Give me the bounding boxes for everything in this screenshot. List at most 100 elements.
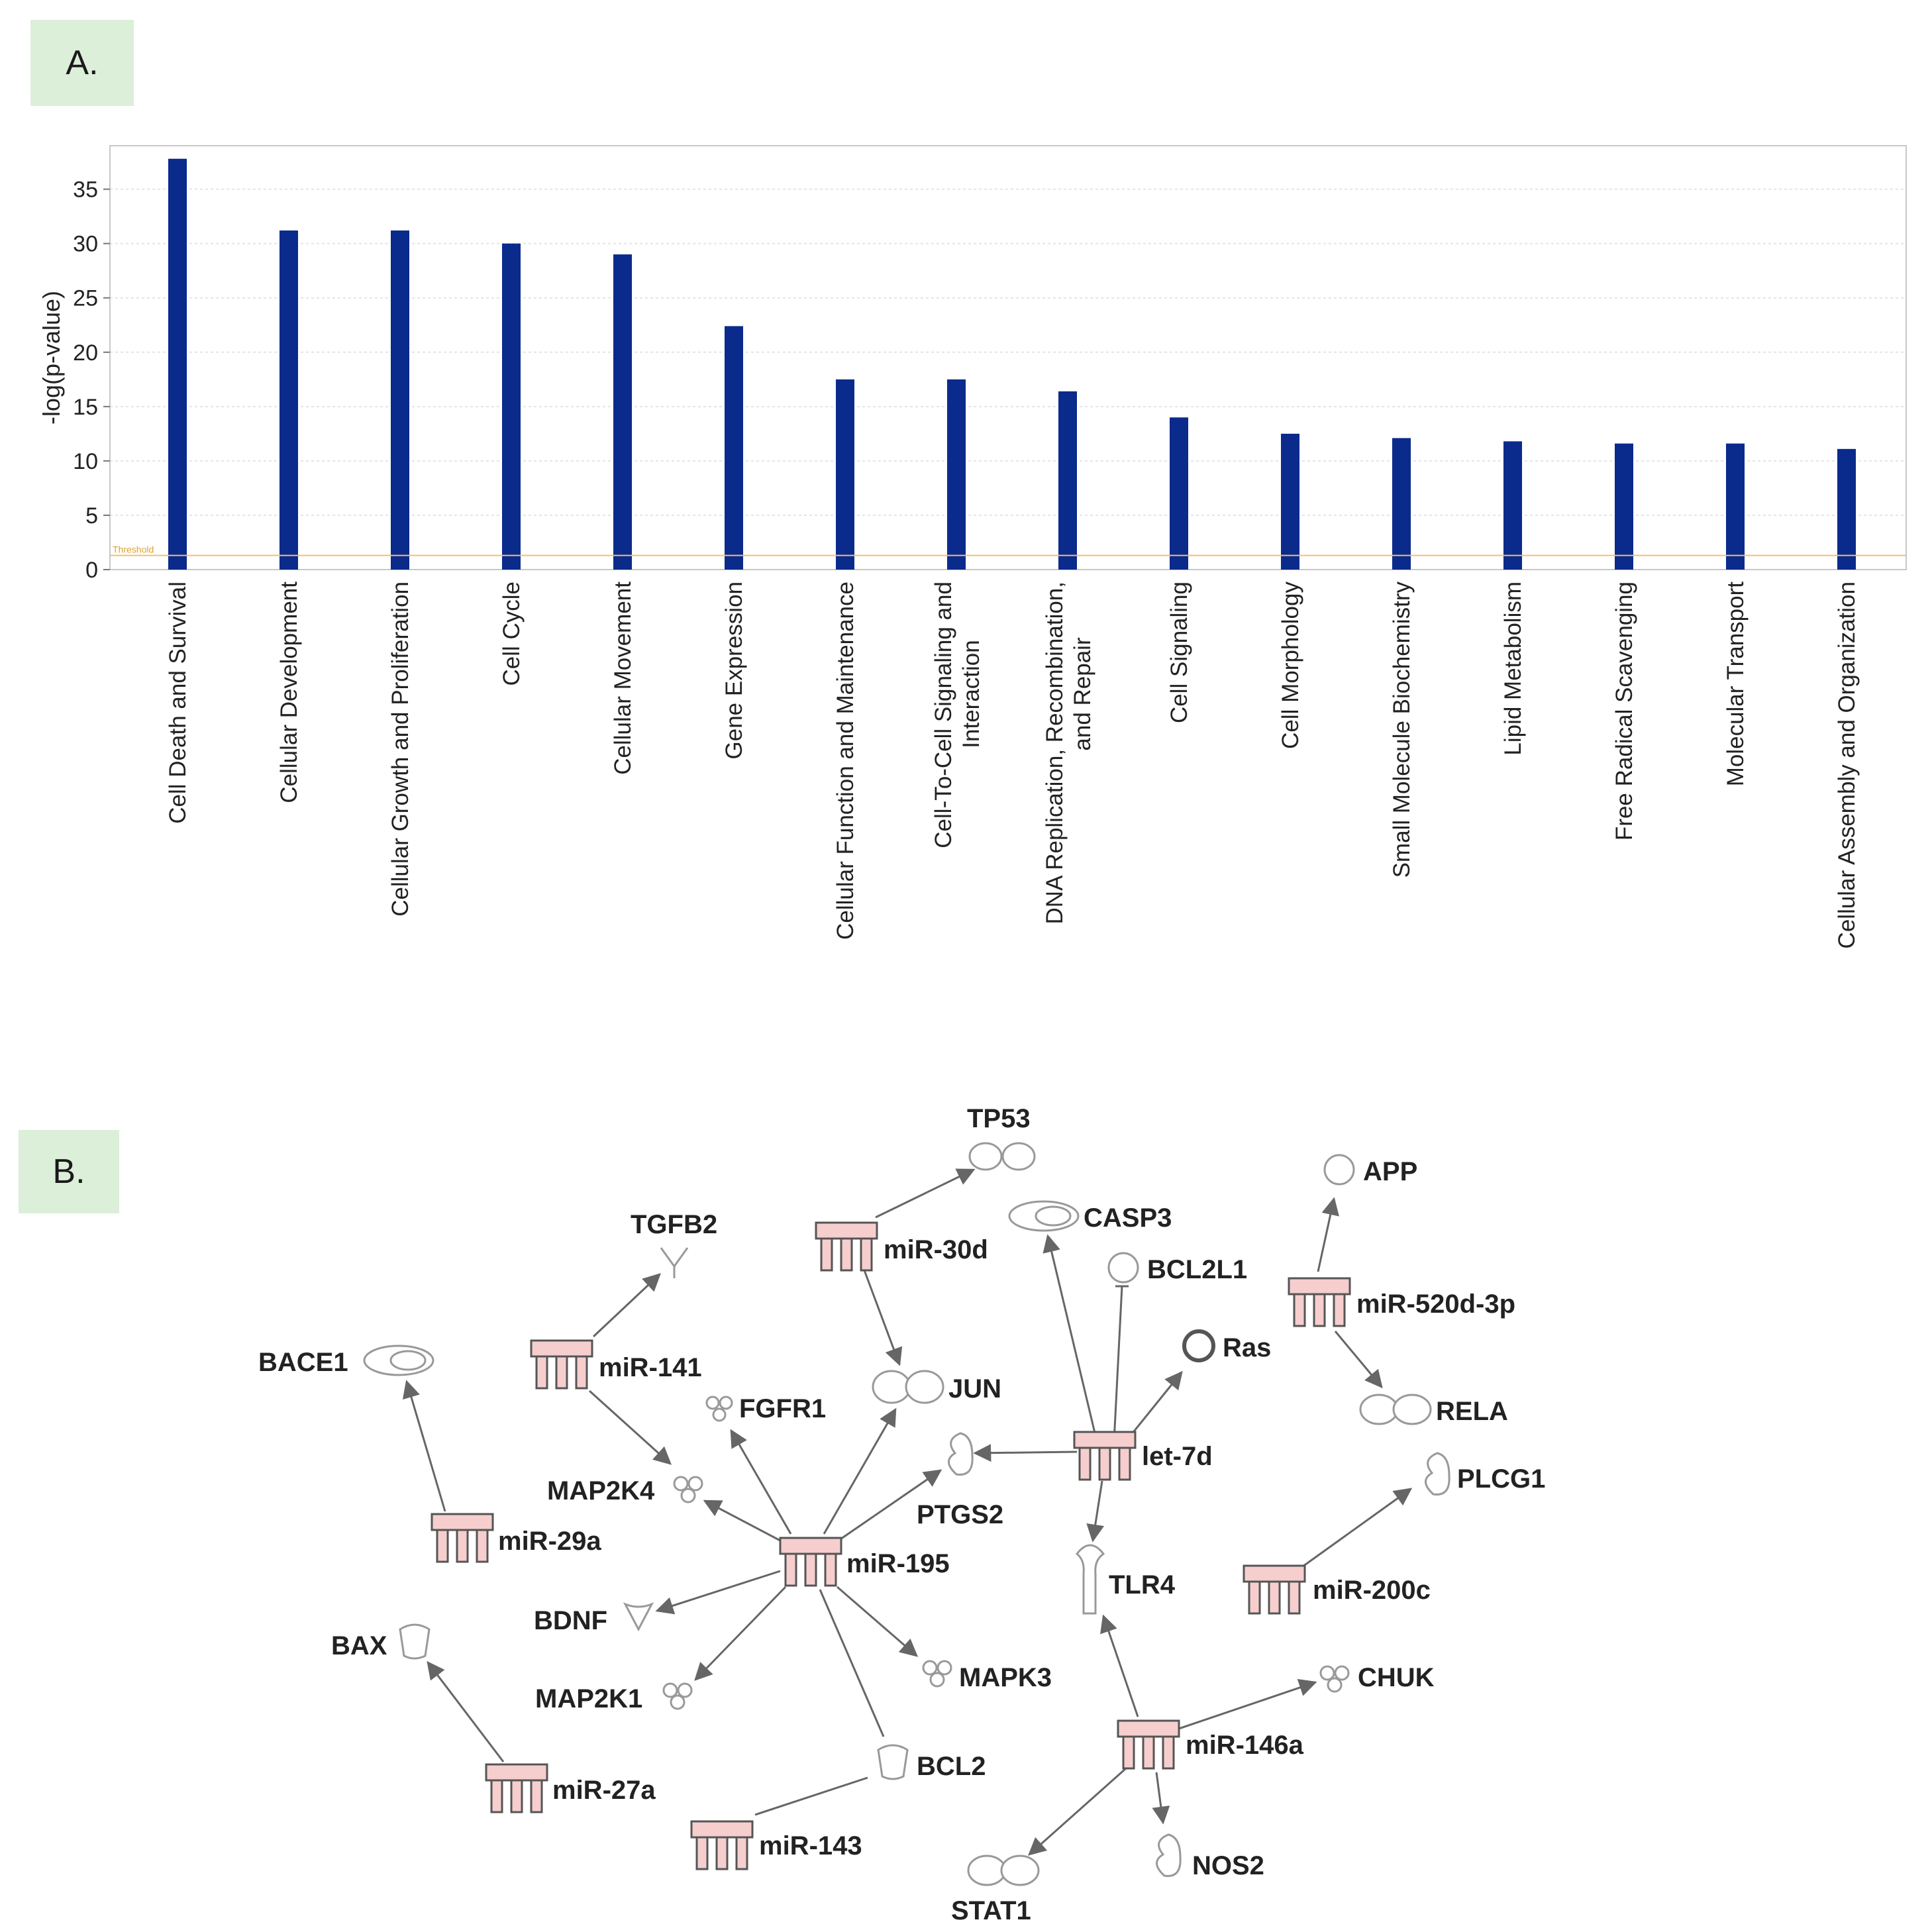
bar [1837,448,1856,570]
bar [1392,438,1411,570]
edge-mir29a-bace1 [402,1380,446,1512]
jun-node [872,1370,944,1404]
bar [1281,433,1299,570]
tgfb2-node [660,1247,689,1278]
x-tick-label: Cell-To-Cell Signaling andInteraction [931,582,984,848]
y-tick-label: 10 [73,449,98,474]
x-tick-label: Molecular Transport [1723,582,1749,787]
gene-labels: TP53 APP TGFB2 CASP3 BCL2L1 BACE1 Ras FG… [258,1104,1545,1925]
gene-label-bdnf: BDNF [534,1606,607,1635]
edge-mir520-rela [1334,1331,1383,1389]
y-tick-label: 0 [85,558,98,583]
mirna-label: miR-27a [552,1776,656,1805]
map2k4-node [673,1476,703,1503]
gene-label-bace1: BACE1 [258,1348,348,1377]
y-axis-label: -log(p-value) [38,291,65,425]
mirna-label: miR-143 [759,1831,862,1860]
gene-label-mapk3: MAPK3 [959,1663,1052,1692]
bdnf-node [623,1602,654,1632]
x-tick-label: Cell Signaling [1166,582,1192,723]
edge-mir195-bcl2 [819,1589,885,1737]
edge-mir195-mapk3 [837,1586,919,1657]
bcl2-node [877,1744,909,1780]
bar [1615,443,1633,570]
gene-label-bcl2: BCL2 [917,1752,986,1781]
edge-mir195-bdnf [655,1570,781,1615]
edge-mir146a-tlr4 [1100,1614,1139,1717]
mirna-label: miR-29a [498,1527,601,1556]
edge-let7d-ras [1125,1370,1183,1442]
chuk-node [1319,1665,1350,1693]
mirna-node [431,1513,494,1563]
mirna-node [1073,1431,1137,1481]
nos2-node [1156,1833,1182,1877]
mirna-node [815,1221,878,1272]
x-tick-label: Cellular Function and Maintenance [833,582,858,940]
bace1-node [363,1345,434,1376]
edge-mir146a-chuk [1174,1679,1317,1731]
plot-frame [109,145,1907,570]
mirna-node [530,1339,593,1390]
x-tick-label: Cell Morphology [1278,582,1303,749]
mirna-node [485,1763,548,1813]
mirna-node [690,1820,754,1870]
edge-mir195-ptgs2 [834,1469,942,1545]
threshold-label: Threshold [113,544,154,555]
edge-mir146a-nos2 [1152,1772,1170,1825]
gene-label-bax: BAX [331,1631,387,1660]
map2k1-node [662,1682,693,1710]
edge-mir520-app [1317,1197,1340,1272]
panel-b-label: B. [19,1130,119,1213]
x-tick-label: Cellular Assembly and Organization [1834,582,1860,948]
y-tick-label: 35 [73,178,98,203]
gene-label-nos2: NOS2 [1192,1851,1264,1880]
tp53-node [968,1142,1036,1171]
rela-node [1359,1394,1432,1425]
x-tick-label: Cellular Growth and Proliferation [387,582,413,917]
y-axis-ticks: 0 5 10 15 20 25 30 35 [73,178,110,583]
gene-label-map2k4: MAP2K4 [547,1476,655,1505]
panel-a-label: A. [30,20,134,106]
gene-label-tp53: TP53 [967,1104,1031,1133]
edge-let7d-casp3 [1042,1234,1098,1442]
x-tick-label: Cellular Movement [610,582,636,775]
mirna-nodes: miR-30d miR-141 miR-520d-3p miR-29a let-… [431,1221,1515,1870]
bcl2l1-node [1107,1252,1139,1284]
y-tick-label: 20 [73,340,98,366]
gene-label-casp3: CASP3 [1084,1203,1172,1233]
mirna-label: miR-520d-3p [1356,1290,1515,1319]
x-tick-label: Gene Expression [721,582,747,759]
mirna-label: miR-141 [599,1353,702,1382]
gene-label-plcg1: PLCG1 [1457,1464,1545,1494]
mirna-label: miR-146a [1186,1731,1304,1760]
gene-nodes [363,1142,1450,1886]
x-tick-label: DNA Replication, Recombination,and Repai… [1042,582,1095,924]
gene-label-stat1: STAT1 [951,1896,1031,1925]
bar [725,326,743,570]
edge-let7d-tlr4 [1086,1480,1105,1543]
edge-mir195-map2k4 [703,1500,781,1542]
edge-mir195-map2k1 [694,1586,787,1681]
bar [1503,441,1522,570]
x-axis-labels: Cell Death and Survival Cellular Developm… [165,582,1860,949]
app-node [1323,1154,1355,1186]
mirna-node [1288,1277,1351,1327]
mapk3-node [922,1660,952,1688]
mirna-label: miR-30d [884,1235,988,1264]
bar [1058,391,1077,570]
mirna-label: let-7d [1142,1442,1213,1471]
casp3-node [1008,1200,1080,1232]
bar [502,243,521,570]
grid-lines [110,188,1906,516]
edge-mir195-jun [823,1407,897,1535]
bar [280,230,298,570]
x-tick-label: Free Radical Scavenging [1611,582,1637,840]
edge-mir141-tgfb2 [592,1273,661,1338]
edge-mir30d-tp53 [875,1168,976,1219]
bars [168,158,1856,570]
gene-label-app: APP [1363,1157,1417,1186]
ras-node [1182,1329,1215,1362]
fgfr1-node [705,1396,733,1422]
x-tick-label: Cell Death and Survival [165,582,191,824]
y-tick-label: 5 [85,503,98,529]
